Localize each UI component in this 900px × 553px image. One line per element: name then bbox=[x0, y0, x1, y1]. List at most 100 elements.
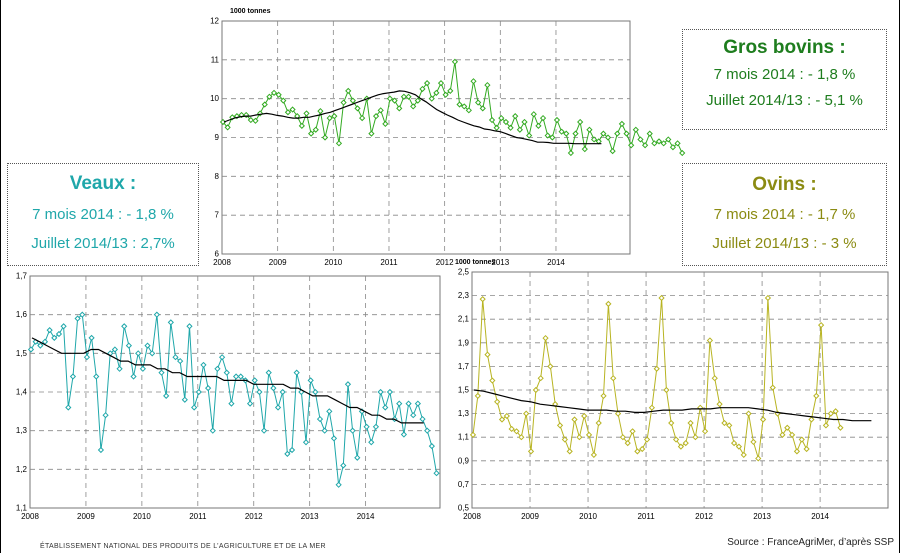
ovins-ytick-label: 2,5 bbox=[458, 268, 470, 277]
ovins-xtick-label: 2014 bbox=[811, 512, 829, 521]
ovins-ytick-label: 1,1 bbox=[458, 433, 470, 442]
bovins-trend-line bbox=[223, 90, 602, 145]
ovins-data-point bbox=[716, 401, 723, 408]
ovins-data-point bbox=[585, 431, 593, 438]
veaux-data-point bbox=[130, 373, 137, 380]
bovins-box-line-2: Juillet 2014/13 : - 5,1 % bbox=[706, 92, 863, 109]
bovins-data-point bbox=[581, 146, 588, 153]
veaux-data-point bbox=[428, 443, 435, 450]
bovins-ytick-label: 10 bbox=[210, 94, 219, 103]
veaux-xtick-label: 2014 bbox=[357, 512, 375, 521]
veaux-xtick-label: 2010 bbox=[133, 512, 151, 521]
bovins-box-line-1: 7 mois 2014 : - 1,8 % bbox=[713, 66, 856, 83]
veaux-data-point bbox=[163, 392, 170, 399]
veaux-data-point bbox=[382, 404, 389, 411]
veaux-data-point bbox=[400, 431, 408, 438]
veaux-data-point bbox=[200, 361, 207, 369]
veaux-data-point bbox=[205, 385, 212, 392]
bovins-data-point bbox=[419, 85, 426, 93]
ovins-box-line-1: 7 mois 2014 : - 1,7 % bbox=[713, 206, 856, 223]
bovins-data-point bbox=[679, 149, 686, 157]
bovins-data-point bbox=[359, 114, 366, 122]
veaux-data-point bbox=[177, 357, 184, 365]
veaux-data-point bbox=[167, 319, 174, 326]
bovins-data-point bbox=[558, 128, 565, 135]
veaux-data-point bbox=[405, 400, 412, 407]
bovins-data-point bbox=[410, 103, 417, 110]
ovins-data-point bbox=[730, 439, 738, 447]
veaux-ytick-label: 1,6 bbox=[16, 310, 28, 319]
veaux-xtick-label: 2008 bbox=[21, 512, 39, 521]
bovins-data-point bbox=[280, 97, 287, 104]
ovins-data-point bbox=[547, 363, 554, 370]
ovins-data-point bbox=[711, 375, 718, 382]
bovins-data-point bbox=[586, 126, 593, 133]
ovins-trend-line bbox=[473, 389, 872, 422]
bovins-data-point bbox=[498, 114, 505, 122]
ovins-data-point bbox=[479, 296, 486, 303]
veaux-data-point bbox=[228, 400, 235, 407]
bovins-xtick-label: 2014 bbox=[547, 258, 565, 267]
bovins-data-point bbox=[637, 136, 644, 143]
bovins-data-point bbox=[354, 105, 361, 112]
bovins-data-point bbox=[632, 126, 639, 133]
bovins-data-point bbox=[493, 124, 500, 131]
veaux-data-point bbox=[79, 311, 86, 318]
ovins-data-point bbox=[692, 434, 699, 441]
ovins-data-point bbox=[750, 438, 757, 446]
veaux-data-point bbox=[330, 435, 338, 442]
ovins-data-point bbox=[701, 428, 709, 435]
bovins-data-point bbox=[303, 110, 310, 117]
bovins-data-point bbox=[535, 122, 542, 129]
bovins-data-point bbox=[414, 97, 421, 104]
veaux-box-line-1: 7 mois 2014 : - 1,8 % bbox=[32, 206, 174, 223]
veaux-data-point bbox=[172, 354, 179, 361]
ovins-xtick-label: 2011 bbox=[637, 512, 655, 521]
ovins-data-point bbox=[759, 416, 767, 423]
ovins-data-point bbox=[523, 410, 530, 417]
veaux-ytick-label: 1,7 bbox=[16, 272, 28, 281]
bovins-data-point bbox=[660, 140, 667, 147]
ovins-data-point bbox=[740, 451, 747, 459]
veaux-data-point bbox=[149, 350, 156, 357]
ovins-xtick-label: 2013 bbox=[753, 512, 771, 521]
veaux-data-point bbox=[368, 439, 375, 446]
ovins-data-point bbox=[648, 404, 656, 411]
ovins-data-point bbox=[818, 321, 825, 329]
veaux-data-point bbox=[102, 412, 109, 419]
veaux-plot-area bbox=[29, 275, 441, 509]
bovins-data-point bbox=[247, 116, 254, 124]
ovins-data-point bbox=[793, 448, 801, 455]
ovins-data-point bbox=[735, 443, 743, 450]
veaux-data-point bbox=[237, 373, 244, 380]
ovins-ytick-label: 1,5 bbox=[458, 386, 470, 395]
bovins-data-point bbox=[628, 142, 635, 149]
bovins-xtick-label: 2013 bbox=[491, 258, 509, 267]
veaux-data-point bbox=[293, 369, 300, 376]
veaux-data-point bbox=[125, 342, 132, 349]
veaux-data-point bbox=[116, 365, 123, 372]
ovins-data-point bbox=[518, 434, 525, 441]
veaux-data-point bbox=[372, 423, 380, 430]
ovins-data-point bbox=[784, 424, 791, 431]
veaux-data-point bbox=[349, 427, 356, 434]
veaux-data-point bbox=[83, 354, 91, 361]
bovins-data-point bbox=[261, 101, 268, 108]
bovins-data-point bbox=[391, 97, 398, 104]
bovins-data-point bbox=[331, 113, 338, 120]
ovins-data-point bbox=[808, 416, 815, 423]
bovins-data-point bbox=[609, 147, 616, 155]
veaux-data-point bbox=[265, 369, 272, 376]
ovins-data-point bbox=[779, 431, 786, 438]
bovins-data-point bbox=[386, 95, 394, 102]
veaux-data-point bbox=[274, 404, 282, 411]
veaux-data-point bbox=[326, 408, 333, 415]
veaux-box-title: Veaux : bbox=[69, 173, 137, 194]
bovins-data-point bbox=[674, 140, 681, 147]
bovins-data-point bbox=[308, 130, 315, 137]
bovins-data-point bbox=[312, 126, 319, 133]
veaux-data-point bbox=[97, 446, 105, 454]
veaux-data-point bbox=[191, 404, 198, 411]
veaux-data-point bbox=[139, 365, 146, 372]
